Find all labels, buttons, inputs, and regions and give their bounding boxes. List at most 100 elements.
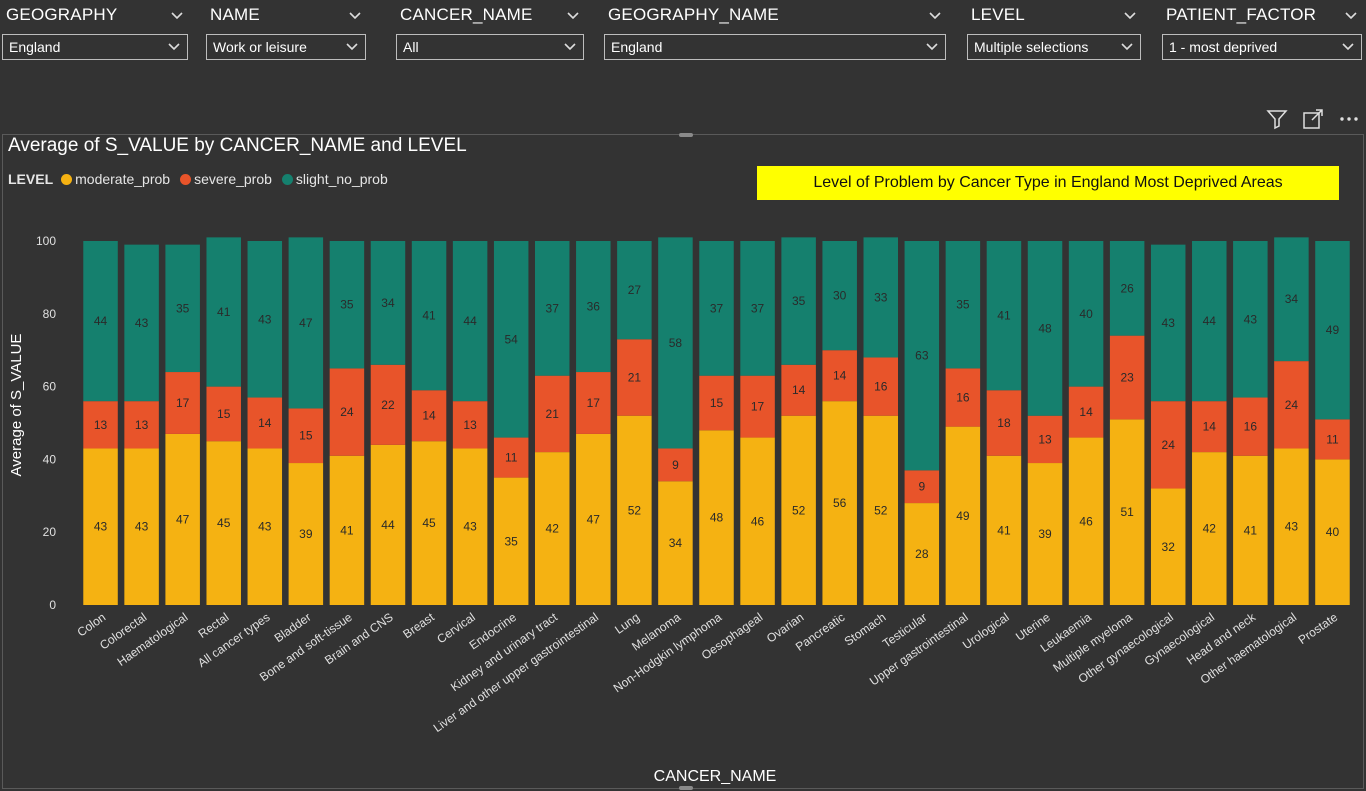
bar-severe_prob [945,368,981,427]
y-axis-title: Average of S_VALUE [8,334,25,477]
slicer-header[interactable]: PATIENT_FACTOR [1166,0,1358,30]
data-label: 42 [1203,522,1217,536]
legend-item-severe[interactable]: severe_prob [180,171,272,187]
bar-moderate_prob [863,415,899,605]
data-label: 43 [463,520,477,534]
bar-severe_prob [1068,386,1104,438]
bar-slight_no_prob [1192,241,1227,402]
chevron-down-icon[interactable] [348,8,362,22]
focus-mode-icon[interactable] [1302,108,1324,130]
slicer-header[interactable]: LEVEL [971,0,1137,30]
data-label: 44 [94,314,108,328]
chevron-down-icon[interactable] [170,8,184,22]
bar-slight_no_prob [904,241,940,471]
chart-visual-container[interactable] [2,133,1364,790]
filter-icon[interactable] [1266,108,1288,130]
legend-item-moderate[interactable]: moderate_prob [61,171,170,187]
bar-moderate_prob [1068,437,1104,605]
data-label: 21 [546,407,560,421]
bar-slight_no_prob [452,241,488,402]
slicer-2: CANCER_NAME [400,0,580,30]
slicer-header[interactable]: GEOGRAPHY [6,0,184,30]
slicer-value: Multiple selections [974,39,1089,55]
chevron-down-icon[interactable] [1123,8,1137,22]
bar-moderate_prob [411,441,447,605]
chevron-down-icon[interactable] [563,40,577,54]
data-label: 9 [672,458,679,472]
data-label: 22 [381,398,395,412]
data-label: 56 [833,496,847,510]
data-label: 16 [956,391,970,405]
slicer-dropdown[interactable]: Work or leisure [206,34,366,60]
bar-moderate_prob [740,437,775,605]
data-label: 41 [997,309,1011,323]
x-tick-label: Colon [75,610,109,639]
data-label: 15 [299,429,313,443]
slicer-dropdown[interactable]: England [2,34,188,60]
data-label: 15 [217,407,231,421]
resize-handle-top[interactable] [679,133,693,137]
bar-severe_prob [1192,401,1227,453]
chevron-down-icon[interactable] [1120,40,1134,54]
legend-item-slight[interactable]: slight_no_prob [281,171,388,187]
chevron-down-icon[interactable] [928,8,942,22]
data-label: 43 [1162,316,1176,330]
bar-moderate_prob [206,441,241,605]
slicer-4: LEVEL [971,0,1137,30]
bar-slight_no_prob [863,237,899,358]
bar-severe_prob [658,448,693,482]
x-tick-label: Haematological [115,610,191,669]
bar-slight_no_prob [247,241,283,398]
slicer-dropdown[interactable]: All [396,34,584,60]
data-label: 43 [1244,312,1258,326]
chevron-down-icon[interactable] [566,8,580,22]
bar-slight_no_prob [617,241,652,340]
data-label: 45 [217,516,231,530]
bar-severe_prob [83,401,118,449]
bar-moderate_prob [1192,452,1227,605]
slicer-dropdown[interactable]: England [604,34,946,60]
data-label: 41 [1244,523,1258,537]
slicer-dropdown[interactable]: 1 - most deprived [1162,34,1362,60]
data-label: 13 [94,418,108,432]
slicer-header[interactable]: CANCER_NAME [400,0,580,30]
bar-severe_prob [411,390,447,442]
chevron-down-icon[interactable] [167,40,181,54]
data-label: 48 [710,511,724,525]
x-axis-title: CANCER_NAME [654,768,777,785]
bar-slight_no_prob [1150,244,1186,402]
bar-severe_prob [124,401,159,449]
bar-moderate_prob [617,415,652,605]
data-label: 42 [546,522,560,536]
chevron-down-icon[interactable] [1341,40,1355,54]
data-label: 28 [915,547,929,561]
slicer-title: GEOGRAPHY_NAME [608,5,779,24]
data-label: 46 [1079,514,1093,528]
bar-moderate_prob [329,455,365,605]
slicer-dropdown[interactable]: Multiple selections [967,34,1141,60]
data-label: 41 [422,309,436,323]
bar-slight_no_prob [822,241,857,351]
data-label: 49 [1326,323,1340,337]
data-label: 17 [176,396,190,410]
data-label: 48 [1038,321,1052,335]
bar-moderate_prob [83,448,118,605]
chevron-down-icon[interactable] [1344,8,1358,22]
legend-dot-severe [180,173,192,185]
chevron-down-icon[interactable] [925,40,939,54]
more-options-icon[interactable] [1338,108,1360,130]
slicer-header[interactable]: GEOGRAPHY_NAME [608,0,942,30]
data-label: 40 [1326,525,1340,539]
bar-moderate_prob [1233,455,1268,605]
bar-moderate_prob [781,415,816,605]
bar-moderate_prob [165,433,200,605]
chevron-down-icon[interactable] [345,40,359,54]
bar-severe_prob [576,372,611,434]
bar-slight_no_prob [1233,241,1268,398]
data-label: 13 [1038,432,1052,446]
bar-severe_prob [740,375,775,438]
slicer-header[interactable]: NAME [210,0,362,30]
resize-handle-bottom[interactable] [679,786,693,790]
slicer-1: NAME [210,0,362,30]
bar-moderate_prob [699,430,734,605]
